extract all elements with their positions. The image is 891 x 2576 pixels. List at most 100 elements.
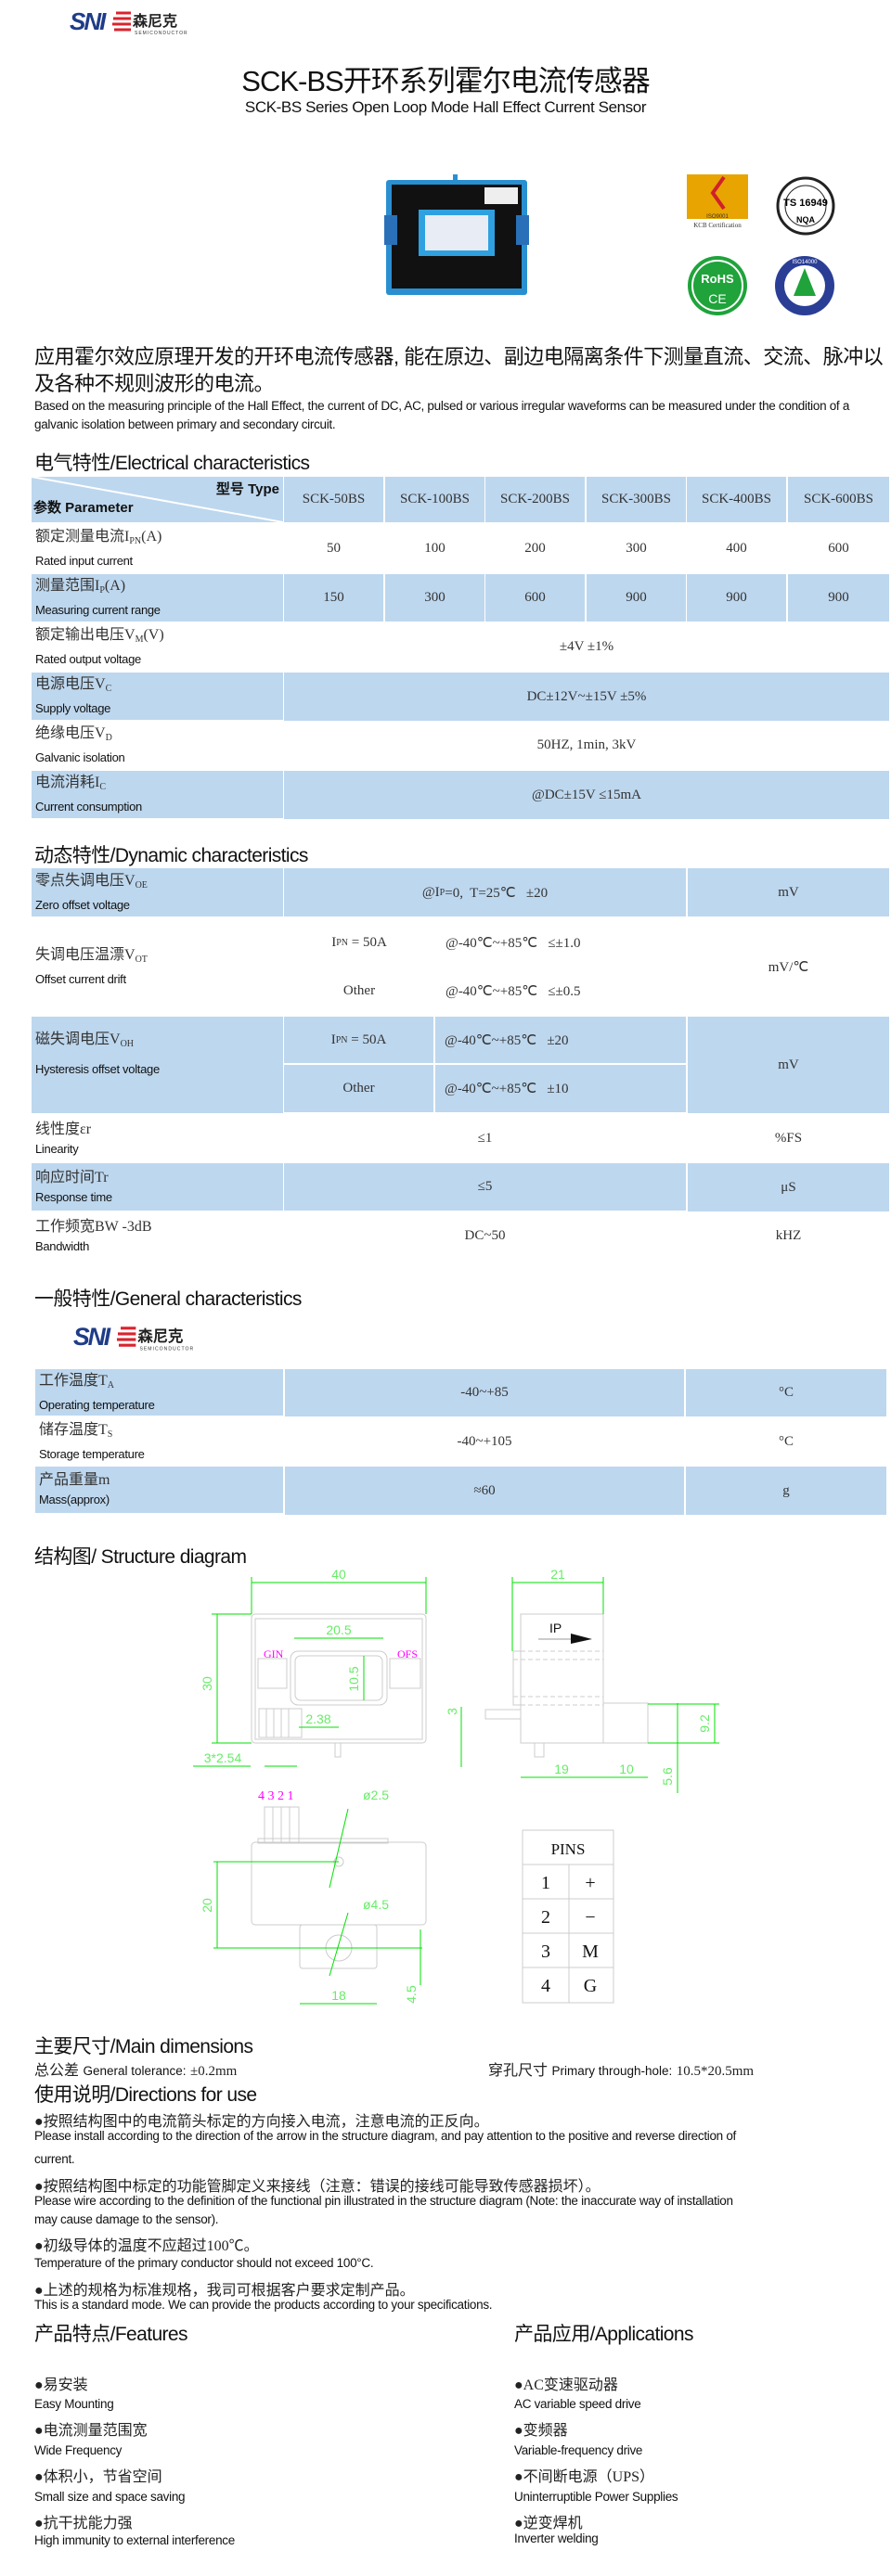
value-cell: ≈60 [285, 1467, 684, 1515]
value-cell: @-40℃~+85℃ ±10 [435, 1065, 686, 1112]
svg-text:RoHS: RoHS [701, 272, 734, 286]
svg-text:SNI: SNI [70, 7, 107, 35]
condition-cell: I PN = 50A [284, 1017, 433, 1063]
model-header: SCK-100BS [385, 477, 484, 522]
value-cell: @-40℃~+85℃ ±20 [435, 1017, 686, 1063]
pin-number: 1 [541, 1873, 550, 1893]
direction-item-cn: ●按照结构图中的电流箭头标定的方向接入电流，注意电流的正反向。 [34, 2114, 489, 2130]
general-title: 一般特性/General characteristics [34, 1288, 302, 1310]
model-header: SCK-200BS [485, 477, 585, 522]
value-cell: ≤1 [477, 1131, 493, 1146]
feature-item-en: Small size and space saving [34, 2490, 186, 2504]
page-title: SCK-BS开环系列霍尔电流传感器 [241, 65, 650, 97]
value-cell: 150 [284, 574, 383, 622]
dim-width: 40 [331, 1567, 346, 1582]
application-item-en: Variable-frequency drive [514, 2443, 643, 2457]
model-header: SCK-400BS [687, 477, 786, 522]
dim-pitch: 3*2.54 [204, 1750, 242, 1765]
application-item-en: Uninterruptible Power Supplies [514, 2490, 678, 2504]
direction-item-cn: ●初级导体的温度不应超过100℃。 [34, 2238, 259, 2254]
bottom-view-body [251, 1841, 427, 1926]
param-response-time: 响应时间Tr Response time [32, 1163, 283, 1211]
dim-9-2: 9.2 [697, 1714, 712, 1733]
value-cell: 100 [424, 540, 446, 556]
rohs-ce-icon: RoHS CE [687, 255, 748, 316]
value-cell: 300 [385, 574, 484, 622]
param-current-consumption: 电流消耗IC Current consumption [32, 771, 283, 818]
param-supply-voltage: 电源电压VC Supply voltage [32, 673, 283, 720]
svg-text:CE: CE [708, 291, 726, 306]
dim-pin-length: 3 [445, 1708, 459, 1715]
value-cell: @-40℃~+85℃ ≤±1.0 [446, 935, 581, 951]
value-cell: @I P =0, T=25℃ ±20 [284, 868, 686, 916]
svg-text:森尼克: 森尼克 [133, 12, 177, 30]
feature-item-cn: ●体积小，节省空间 [34, 2469, 162, 2485]
condition-cell: Other [342, 982, 376, 998]
model-header: SCK-600BS [788, 477, 889, 522]
intro-en: Based on the measuring principle of the … [34, 399, 850, 431]
dim-pin-offset: 2.38 [305, 1711, 330, 1726]
dim-18: 18 [331, 1988, 346, 2003]
direction-item-en-cont: may cause damage to the sensor). [34, 2212, 219, 2226]
direction-item-cn: ●上述的规格为标准规格，我司可根据客户要求定制产品。 [34, 2283, 415, 2299]
brand-logo: SNI 森尼克 SEMICONDUCTOR [70, 7, 204, 36]
value-cell: ±4V ±1% [559, 639, 614, 654]
svg-text:SEMICONDUCTOR: SEMICONDUCTOR [139, 1346, 194, 1352]
param-rated-output-voltage: 额定输出电压VM(V) Rated output voltage [35, 627, 164, 666]
direction-item-en: This is a standard mode. We can provide … [34, 2298, 493, 2312]
intro-cn: 应用霍尔效应原理开发的开环电流传感器, 能在原边、副边电隔离条件下测量直流、交流… [34, 345, 884, 395]
unit-cell: μS [688, 1163, 889, 1211]
svg-text:SNI: SNI [73, 1323, 111, 1351]
feature-item-en: Easy Mounting [34, 2397, 114, 2411]
direction-item-cn: ●按照结构图中标定的功能管脚定义来接线（注意：错误的接线可能导致传感器损坏）。 [34, 2179, 600, 2195]
svg-text:KCB Certification: KCB Certification [693, 222, 742, 229]
pins-table: PINS 1 + 2 − 3 M 4 G [522, 1829, 614, 2004]
pin-number: 3 [541, 1942, 550, 1962]
condition-cell: Other [284, 1065, 433, 1112]
application-item-cn: ●不间断电源（UPS） [514, 2469, 655, 2485]
unit-cell: kHZ [775, 1228, 802, 1243]
value-cell: 200 [524, 540, 546, 556]
general-tolerance: 总公差 General tolerance: ±0.2mm [34, 2063, 238, 2079]
value-cell: 600 [485, 574, 585, 622]
gain-pot [257, 1658, 288, 1689]
svg-text:ISO9001: ISO9001 [706, 214, 729, 220]
applications-title: 产品应用/Applications [514, 2324, 693, 2345]
main-dimensions-title: 主要尺寸/Main dimensions [34, 2036, 253, 2057]
dim-phi-2-5: ø2.5 [363, 1788, 389, 1802]
pin-function: G [584, 1976, 597, 1996]
model-header: SCK-300BS [587, 477, 686, 522]
parameter-label: 参数 Parameter [33, 500, 134, 516]
param-galvanic-isolation: 绝缘电压VD Galvanic isolation [35, 725, 125, 764]
dim-height: 30 [200, 1676, 214, 1691]
pin-number: 4 [541, 1976, 550, 1996]
dim-depth: 21 [550, 1567, 565, 1582]
dim-phi-4-5: ø4.5 [363, 1897, 389, 1912]
model-header: SCK-50BS [284, 477, 383, 522]
pin-number: 2 [541, 1907, 550, 1928]
features-title: 产品特点/Features [34, 2324, 188, 2345]
svg-text:NQA: NQA [796, 215, 816, 224]
value-cell: 50 [327, 540, 341, 556]
param-linearity: 线性度εr Linearity [35, 1121, 92, 1156]
value-cell: 600 [828, 540, 849, 556]
directions-title: 使用说明/Directions for use [34, 2084, 257, 2106]
application-item-cn: ●逆变焊机 [514, 2516, 583, 2531]
param-rated-input-current: 额定测量电流IPN(A) Rated input current [35, 528, 162, 568]
ofs-label: OFS [397, 1647, 418, 1660]
dim-19: 19 [554, 1762, 569, 1776]
primary-hole [290, 1650, 388, 1706]
value-cell: 900 [587, 574, 686, 622]
pin-function: M [582, 1942, 599, 1962]
direction-item-en: Please install according to the directio… [34, 2129, 737, 2143]
value-cell: 900 [687, 574, 786, 622]
value-cell: 900 [788, 574, 889, 622]
unit-cell: mV [688, 868, 889, 916]
primary-through-hole: 穿孔尺寸 Primary through-hole: 10.5*20.5mm [488, 2063, 755, 2079]
dim-hole-width: 20.5 [326, 1622, 351, 1637]
page-subtitle: SCK-BS Series Open Loop Mode Hall Effect… [244, 98, 647, 116]
unit-cell: °C [778, 1434, 794, 1449]
electrical-title: 电气特性/Electrical characteristics [34, 453, 310, 474]
svg-text:TS 16949: TS 16949 [783, 198, 828, 209]
unit-cell: %FS [774, 1131, 803, 1146]
